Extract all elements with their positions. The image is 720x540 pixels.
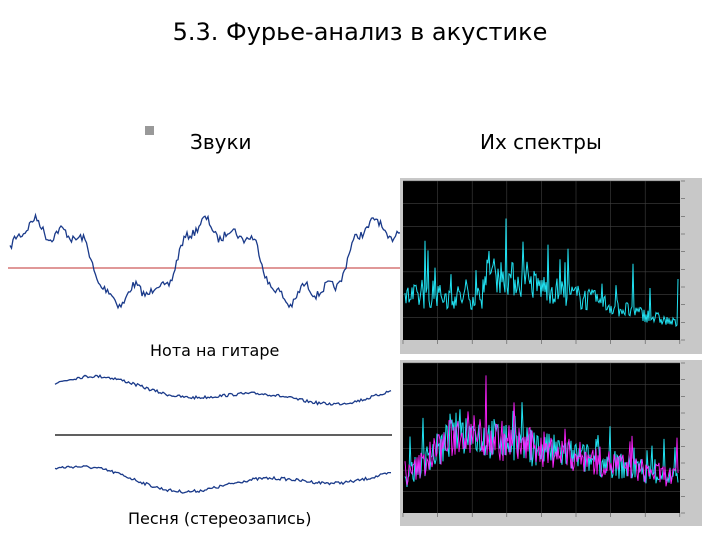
heading: Их спектры (480, 130, 602, 154)
caption: Нота на гитаре (150, 341, 280, 360)
bullet (145, 126, 154, 135)
heading: Звуки (190, 130, 252, 154)
waveform (54, 374, 392, 406)
caption: Песня (стереозапись) (128, 509, 312, 528)
waveform (9, 212, 401, 310)
spectrum-line (404, 375, 679, 487)
waveform (54, 465, 392, 494)
slide-title: 5.3. Фурье-анализ в акустике (172, 18, 548, 46)
spectrum-line (404, 218, 679, 328)
